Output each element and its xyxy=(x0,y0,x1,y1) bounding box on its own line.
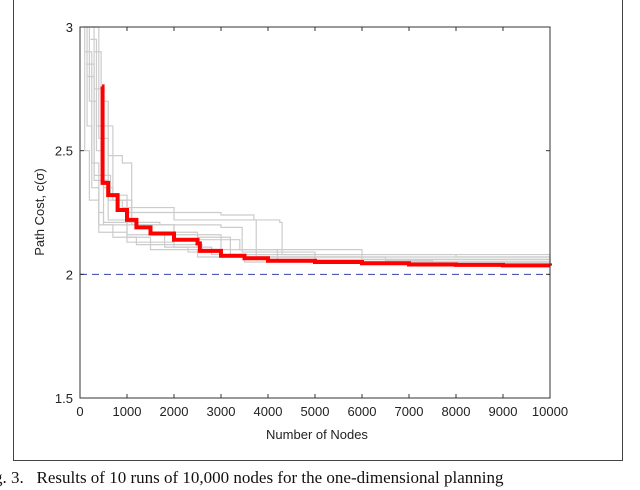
x-tick-label: 6000 xyxy=(348,404,377,419)
x-tick-label: 4000 xyxy=(254,404,283,419)
y-tick-label: 2 xyxy=(66,267,73,282)
x-tick-label: 0 xyxy=(76,404,83,419)
series-line-run-9 xyxy=(86,63,551,265)
series-line-mean xyxy=(100,84,552,268)
series-line-run-8 xyxy=(94,51,550,258)
series-line-run-10 xyxy=(90,38,550,261)
series-line-run-7 xyxy=(84,51,551,261)
x-tick-label: 10000 xyxy=(532,404,568,419)
x-tick-label: 9000 xyxy=(489,404,518,419)
x-axis-label: Number of Nodes xyxy=(266,427,368,442)
series-line-run-3 xyxy=(89,26,551,265)
figure-frame xyxy=(13,0,623,461)
x-tick-label: 3000 xyxy=(207,404,236,419)
series-line-run-5 xyxy=(91,26,551,262)
axis-ticks: 0 1000 2000 3000 4000 5000 6000 7000 8000 9000 100… xyxy=(55,20,568,419)
y-tick-label: 1.5 xyxy=(55,391,73,406)
x-tick-label: 7000 xyxy=(395,404,424,419)
y-axis-label: Path Cost, c(σ) xyxy=(32,168,47,256)
gray-runs xyxy=(82,26,551,265)
path-cost-chart: 0 1000 2000 3000 4000 5000 6000 7000 8000 9000 100… xyxy=(32,20,568,442)
y-tick-label: 2.5 xyxy=(55,144,73,159)
x-tick-label: 1000 xyxy=(113,404,142,419)
figure-caption: g. 3. Results of 10 runs of 10,000 nodes… xyxy=(0,468,504,487)
series-line-run-1 xyxy=(83,26,551,259)
mean-run xyxy=(100,84,552,268)
x-tick-label: 2000 xyxy=(160,404,189,419)
x-tick-label: 5000 xyxy=(301,404,330,419)
y-tick-label: 3 xyxy=(66,20,73,35)
x-tick-label: 8000 xyxy=(442,404,471,419)
series-line-run-4 xyxy=(82,26,551,262)
